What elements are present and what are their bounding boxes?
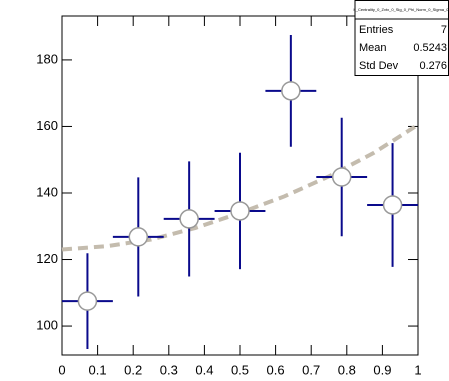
stats-label: Entries — [359, 24, 394, 36]
x-tick-label: 0.4 — [195, 362, 213, 377]
x-tick-label: 0.5 — [231, 362, 249, 377]
y-tick-label: 180 — [36, 51, 58, 66]
y-tick-label: 160 — [36, 118, 58, 133]
x-tick-label: 0.6 — [267, 362, 285, 377]
x-tick-label: 0.2 — [124, 362, 142, 377]
x-tick-label: 1 — [414, 362, 421, 377]
x-tick-label: 0 — [58, 362, 65, 377]
stats-title: h_Centrality_0_Zvtx_0_Sig_0_Phi_Norm_0_S… — [354, 7, 449, 12]
stats-label: Std Dev — [359, 60, 399, 72]
data-point — [128, 227, 149, 247]
stats-box — [354, 0, 449, 76]
x-tick-label: 0.8 — [338, 362, 356, 377]
y-tick-label: 120 — [36, 251, 58, 266]
stats-value: 0.276 — [419, 60, 447, 72]
data-point — [382, 195, 403, 215]
data-point — [281, 81, 301, 101]
data-point — [179, 209, 199, 229]
y-tick-label: 140 — [36, 184, 58, 199]
x-tick-label: 0.3 — [160, 362, 178, 377]
stats-value: 7 — [441, 24, 447, 36]
data-point — [331, 167, 352, 187]
y-tick-label: 100 — [36, 317, 58, 332]
x-tick-label: 0.7 — [302, 362, 320, 377]
x-tick-label: 0.9 — [373, 362, 391, 377]
x-tick-label: 0.1 — [89, 362, 107, 377]
stats-value: 0.5243 — [413, 42, 447, 54]
data-point — [230, 201, 250, 221]
stats-label: Mean — [359, 42, 387, 54]
data-point — [77, 291, 98, 311]
